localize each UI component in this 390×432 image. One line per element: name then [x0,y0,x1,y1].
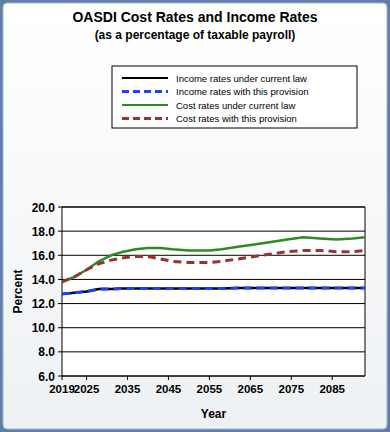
legend-box [112,66,357,128]
series-line [62,237,365,282]
x-tick-label: 2085 [319,383,345,395]
x-tick-label: 2055 [197,383,223,395]
x-tick-label: 2025 [74,383,100,395]
legend: Income rates under current law Income rat… [112,66,357,128]
y-tick-label: 16.0 [32,249,56,263]
x-tick [291,376,292,380]
x-tick [127,376,128,380]
x-tick [332,376,333,380]
legend-swatch [122,104,168,106]
legend-label: Income rates with this provision [176,86,309,97]
grid-line [62,303,365,304]
y-tick [58,376,62,377]
x-tick-label: 2045 [156,383,182,395]
series-line [62,250,365,281]
y-tick [58,279,62,280]
y-axis-label: Percent [11,269,25,313]
y-tick [58,327,62,328]
y-tick [58,351,62,352]
x-axis [62,376,365,377]
y-tick [58,207,62,208]
grid-line [62,279,365,280]
grid-line [62,255,365,256]
grid-line [62,327,365,328]
grid-line [62,231,365,232]
chart-container: OASDI Cost Rates and Income Rates (as a p… [0,0,390,432]
y-tick-label: 10.0 [32,321,56,335]
x-tick-label: 2065 [238,383,264,395]
y-axis [62,207,63,376]
x-tick [62,376,63,380]
x-tick-label: 2019 [49,383,75,395]
x-tick-label: 2035 [115,383,141,395]
legend-swatch [122,117,168,120]
y-tick-label: 18.0 [32,225,56,239]
y-tick [58,231,62,232]
chart: OASDI Cost Rates and Income Rates (as a p… [0,0,390,432]
legend-swatch [122,90,168,93]
x-tick [250,376,251,380]
legend-label: Income rates under current law [176,73,307,84]
x-tick [209,376,210,380]
y-tick [58,303,62,304]
y-tick [58,255,62,256]
x-tick [168,376,169,380]
legend-swatch [122,77,168,79]
y-tick-label: 8.0 [38,345,55,359]
y-tick-label: 14.0 [32,273,56,287]
subtitle: (as a percentage of taxable payroll) [95,28,296,42]
x-tick-label: 2075 [279,383,305,395]
series-line [62,288,365,294]
grid-line [62,351,365,352]
series-line [62,288,365,294]
y-tick-label: 6.0 [38,370,55,384]
plot-frame [62,207,365,208]
grid-line [62,207,365,208]
title: OASDI Cost Rates and Income Rates [72,9,317,25]
plot-area [62,207,365,376]
legend-label: Cost rates with this provision [176,113,297,124]
legend-label: Cost rates under current law [176,100,295,111]
y-tick-label: 12.0 [32,297,56,311]
plot-frame [365,207,366,376]
series-group [62,237,365,294]
background [3,3,387,429]
x-tick [86,376,87,380]
outer-frame [0,0,390,432]
x-axis-label: Year [201,407,227,421]
grid-line [62,376,365,377]
y-tick-label: 20.0 [32,201,56,215]
